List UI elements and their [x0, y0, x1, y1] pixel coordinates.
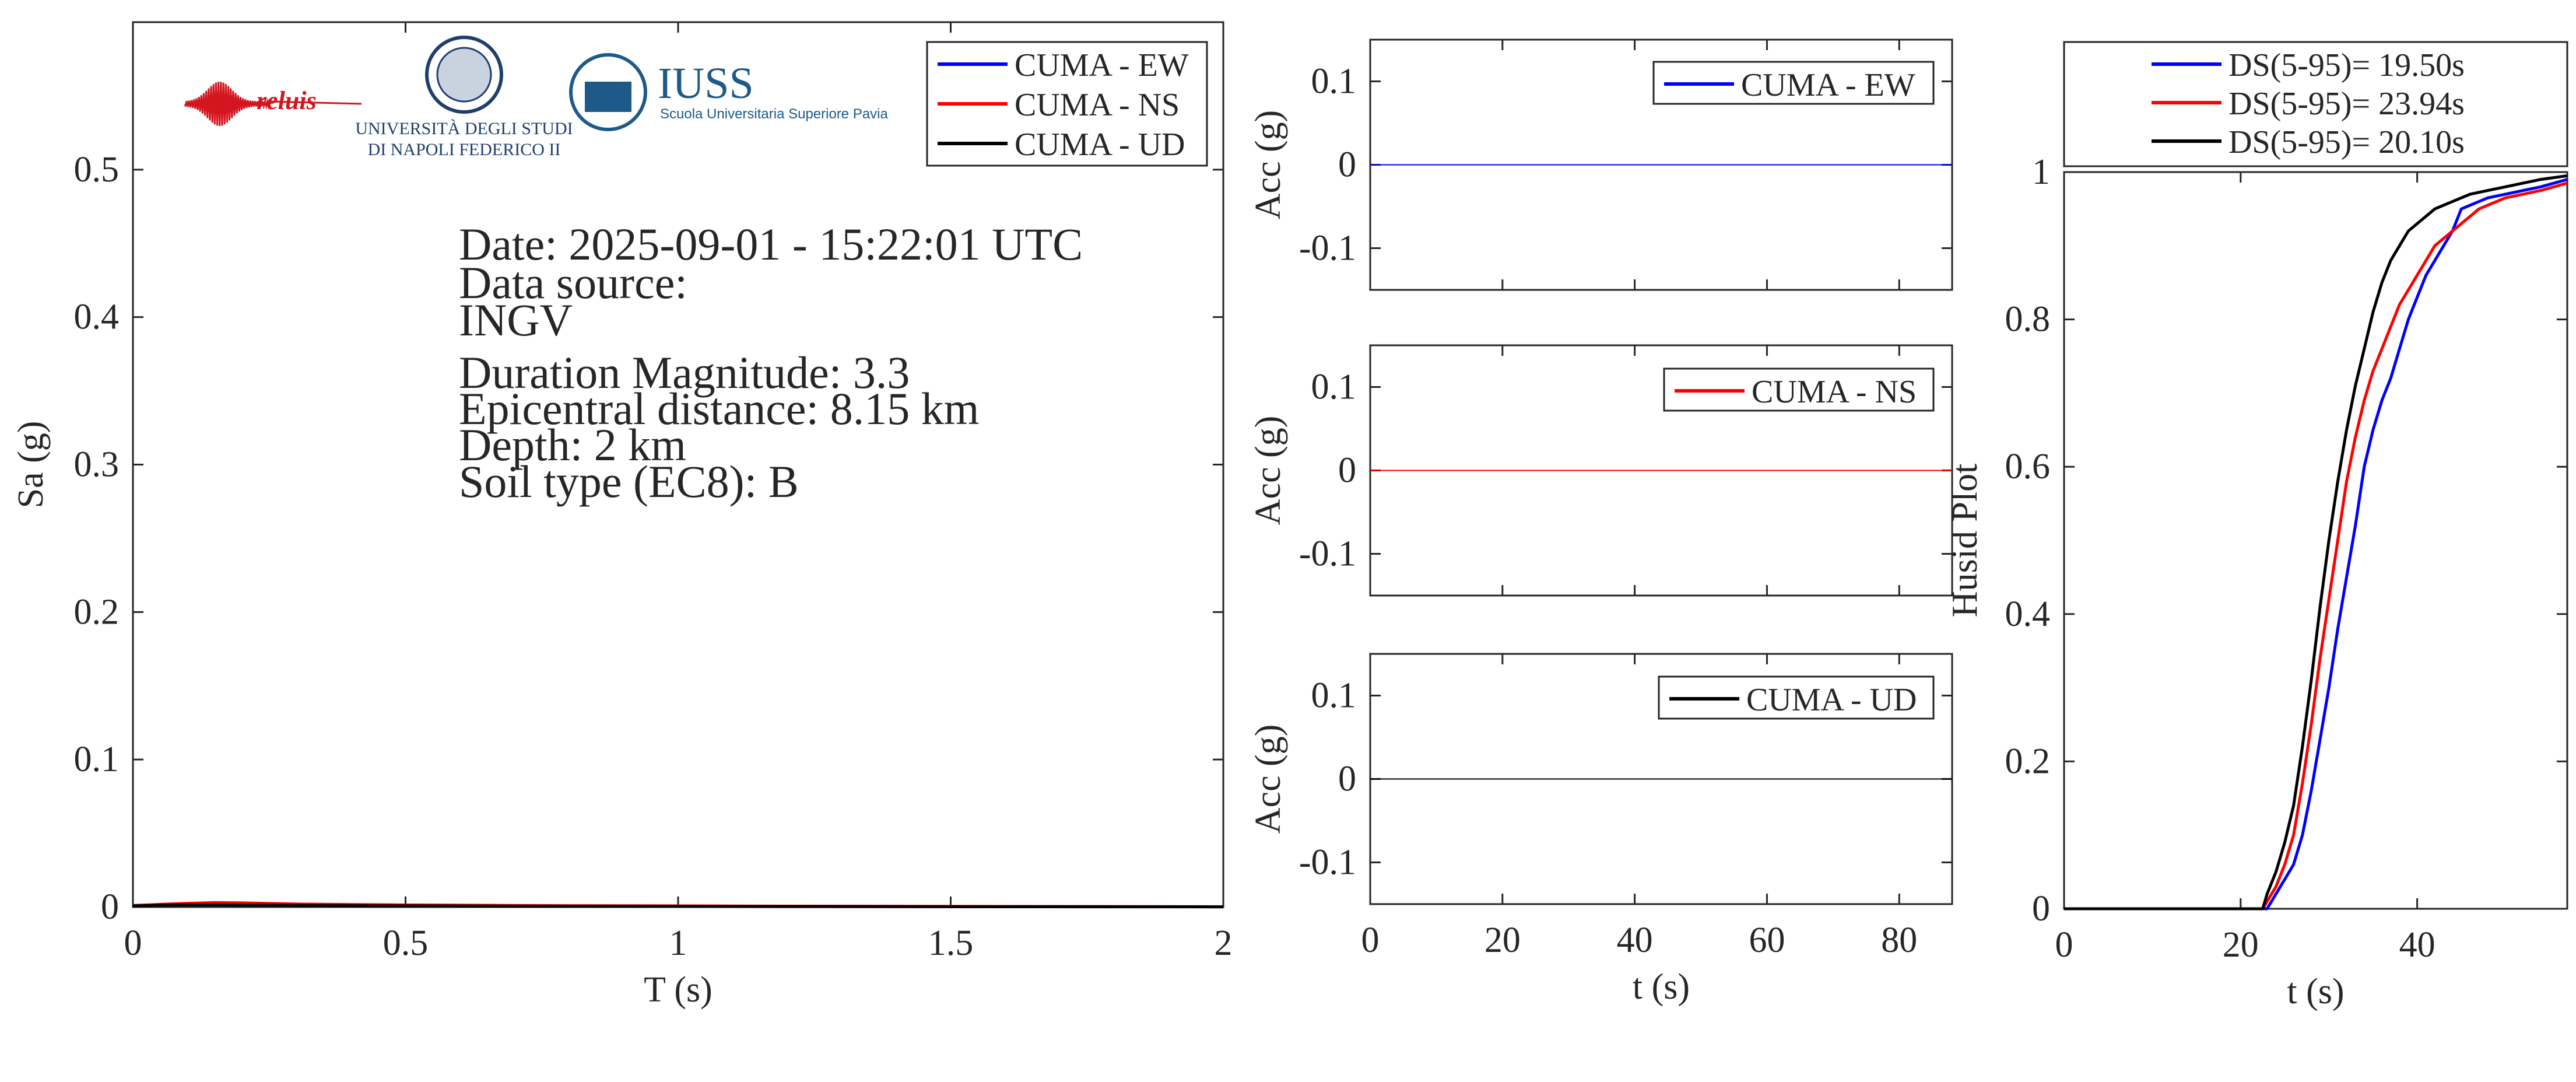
legend-box — [2063, 41, 2568, 167]
legend-label: CUMA - UD — [1015, 127, 1185, 163]
event-info: Date: 2025-09-01 - 15:22:01 UTC Data sou… — [459, 219, 1083, 507]
y-tick-label: 0.8 — [2005, 300, 2051, 339]
y-tick-label: 0.2 — [74, 592, 120, 632]
y-tick-label: 0 — [101, 887, 119, 927]
info-soil: Soil type (EC8): B — [459, 456, 799, 507]
iuss-logo-subtitle: Scuola Universitaria Superiore Pavia — [660, 106, 889, 122]
y-tick-label: 0 — [1338, 145, 1356, 185]
series-line-1 — [2064, 181, 2568, 911]
x-tick-label: 1 — [669, 923, 687, 963]
unina-line-1: UNIVERSITÀ DEGLI STUDI — [355, 119, 573, 138]
iuss-logo: IUSS Scuola Universitaria Superiore Pavi… — [569, 53, 889, 131]
iuss-emblem-icon — [569, 53, 647, 131]
unina-logo: UNIVERSITÀ DEGLI STUDI DI NAPOLI FEDERIC… — [355, 36, 573, 159]
series-line-2 — [2064, 174, 2568, 911]
y-tick-label: 0 — [1338, 759, 1356, 799]
y-axis-label: Sa (g) — [11, 421, 51, 509]
y-tick-label: 0.1 — [1311, 676, 1357, 716]
chart-acc_ud: -0.100.10 20 40 60 80t (s)Acc (g)CUMA - UD — [1248, 653, 1953, 1007]
info-source: INGV — [459, 295, 573, 345]
chart-acc_ns: -0.1 0 0.1 Acc (g) CUMA - NS — [1248, 344, 1953, 597]
legend-label: CUMA - EW — [1741, 67, 1915, 103]
y-tick-label: 0.1 — [74, 740, 120, 779]
y-tick-label: 0.6 — [2005, 447, 2051, 486]
info-source-label: Data source: — [459, 257, 687, 308]
chart-spectrum: 0 0.1 0.2 0.3 0.4 0.5 0 0.5 1 1.5 2 T (s) Sa (g) CUMA… — [11, 21, 1233, 1010]
y-tick-label: 0 — [2032, 889, 2050, 929]
info-depth: Depth: 2 km — [459, 419, 686, 470]
legend-label: CUMA - EW — [1015, 47, 1189, 83]
x-tick-label: 60 — [1749, 920, 1785, 960]
y-tick-label: 0.4 — [2005, 594, 2051, 634]
y-tick-label: -0.1 — [1299, 843, 1356, 883]
iuss-logo-title: IUSS — [658, 59, 754, 108]
y-tick-label: 0.3 — [74, 445, 120, 485]
legend-label: CUMA - UD — [1746, 682, 1917, 718]
y-axis-label: Husid Plot — [1945, 464, 1985, 618]
x-tick-label: 40 — [2399, 925, 2435, 965]
iuss-building-icon — [585, 82, 631, 112]
legend-box — [1658, 675, 1935, 720]
series-line-0 — [2064, 178, 2568, 911]
x-tick-label: 0 — [2055, 925, 2073, 965]
info-date: Date: 2025-09-01 - 15:22:01 UTC — [459, 219, 1083, 269]
chart-husid: 0 0.2 0.4 0.6 0.8 1 0 20 40 t (s) Husid Plot DS(5-9… — [1945, 41, 2568, 1011]
x-tick-label: 20 — [2223, 925, 2259, 965]
x-tick-label: 0 — [124, 923, 142, 963]
legend-label: DS(5-95)= 23.94s — [2228, 86, 2465, 122]
series-line-2 — [132, 903, 1224, 909]
y-axis-label: Acc (g) — [1248, 724, 1288, 834]
x-tick-label: 0 — [1361, 920, 1380, 960]
y-tick-label: 0.1 — [1311, 367, 1357, 407]
y-tick-label: 0.5 — [74, 150, 120, 190]
legend-label: CUMA - NS — [1015, 87, 1180, 123]
plots-layer: 0 0.1 0.2 0.3 0.4 0.5 0 0.5 1 1.5 2 T (s) Sa (g) CUMA… — [11, 21, 2568, 1011]
unina-seal-inner-icon — [436, 47, 492, 103]
y-tick-label: 0.4 — [74, 297, 120, 337]
x-tick-label: 0.5 — [383, 923, 429, 963]
unina-line-2: DI NAPOLI FEDERICO II — [368, 140, 561, 159]
plot-box — [2063, 171, 2568, 910]
info-magnitude: Duration Magnitude: 3.3 — [459, 347, 910, 398]
seismogram-trace — [184, 82, 362, 127]
reluis-logo-text: reluis — [257, 86, 317, 115]
x-axis-label: T (s) — [644, 970, 713, 1010]
x-tick-label: 40 — [1617, 920, 1653, 960]
legend-label: DS(5-95)= 19.50s — [2228, 47, 2465, 83]
reluis-logo: reluis — [184, 82, 362, 127]
y-tick-label: 0.1 — [1311, 62, 1357, 101]
y-tick-label: 0.2 — [2005, 741, 2051, 781]
info-distance: Epicentral distance: 8.15 km — [459, 383, 979, 434]
x-tick-label: 1.5 — [928, 923, 974, 963]
unina-seal-icon — [425, 36, 503, 114]
y-tick-label: -0.1 — [1299, 229, 1356, 268]
legend-label: DS(5-95)= 20.10s — [2228, 124, 2465, 160]
seismogram-icon — [184, 82, 362, 127]
x-tick-label: 2 — [1215, 923, 1233, 963]
y-tick-label: 1 — [2032, 152, 2050, 192]
legend-label: CUMA - NS — [1752, 374, 1917, 410]
y-tick-label: -0.1 — [1299, 534, 1356, 574]
x-axis-label: t (s) — [2287, 972, 2344, 1011]
x-axis-label: t (s) — [1633, 967, 1690, 1007]
x-tick-label: 80 — [1881, 920, 1917, 960]
y-axis-label: Acc (g) — [1248, 416, 1288, 526]
y-tick-label: 0 — [1338, 451, 1356, 491]
y-axis-label: Acc (g) — [1248, 110, 1288, 220]
x-tick-label: 20 — [1484, 920, 1521, 960]
chart-acc_ew: -0.1 0 0.1 Acc (g) CUMA - EW — [1248, 38, 1953, 291]
